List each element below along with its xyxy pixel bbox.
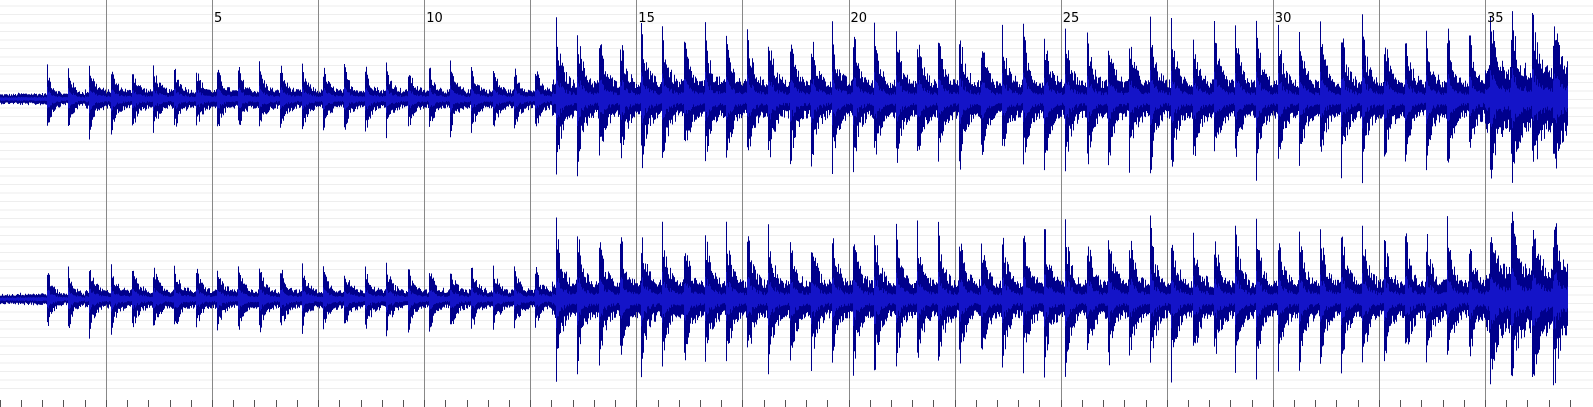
ruler-label: 25 [1063,11,1080,26]
channel-2-waveform[interactable] [0,211,1568,386]
ruler-label: 30 [1275,11,1292,26]
ruler-label: 35 [1487,11,1504,26]
ruler-label: 15 [638,11,655,26]
waveform-rms [0,68,1568,129]
waveform-rms [0,268,1568,330]
major-time-gridlines [106,0,1486,407]
ruler-label: 5 [214,11,222,26]
ruler-label: 10 [426,11,443,26]
time-ruler-labels: 5 10 15 20 25 30 35 [214,11,1504,26]
minor-amplitude-gridlines [0,5,1593,389]
time-ruler-ticks [0,400,1571,407]
channel-1-waveform[interactable] [0,11,1568,184]
ruler-label: 20 [851,11,868,26]
